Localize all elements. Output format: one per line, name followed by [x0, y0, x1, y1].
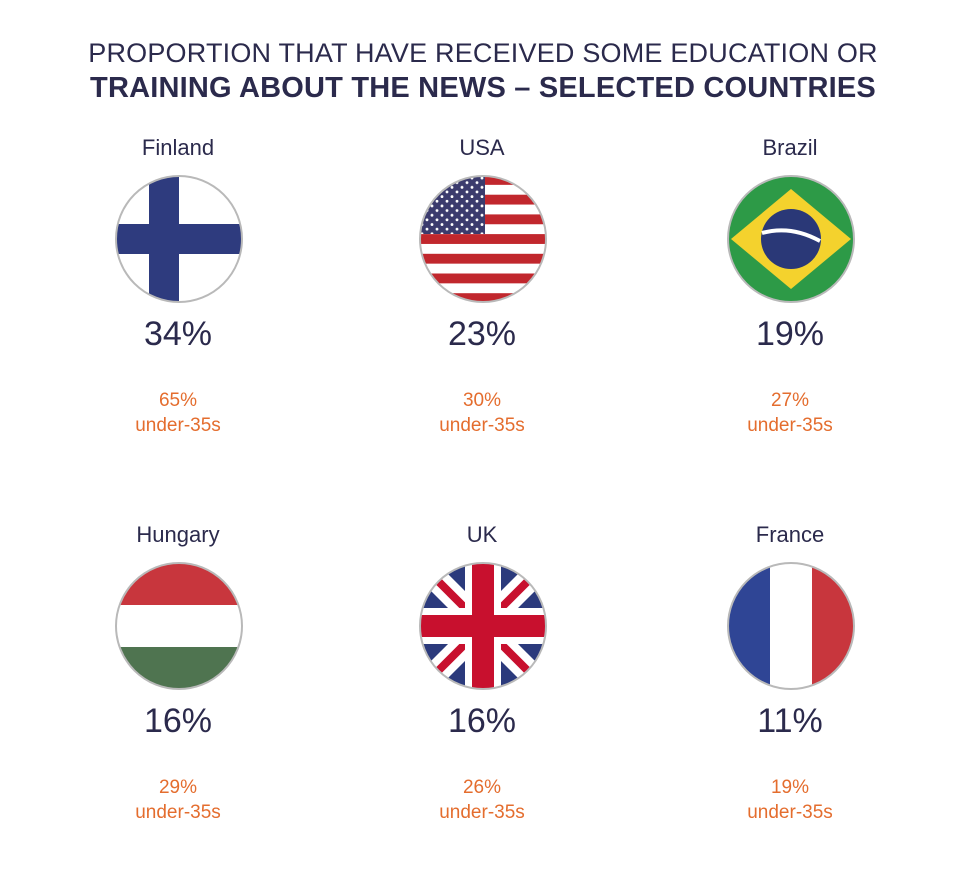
- country-name: Finland: [141, 135, 215, 160]
- country-name: France: [755, 522, 825, 547]
- country-name: UK: [466, 522, 498, 547]
- country-card-brazil: Brazil 19% 27% under-35s: [680, 135, 900, 475]
- percentage-under35: 26%: [462, 777, 502, 798]
- percentage-under35: 19%: [770, 777, 810, 798]
- percentage-all: 19%: [755, 315, 825, 353]
- country-card-finland: Finland 34% 65% under-35s: [68, 135, 288, 475]
- uk-flag-icon: [419, 562, 547, 690]
- country-card-uk: UK 16% 26% under-35s: [372, 522, 592, 862]
- under35-label: under-35s: [747, 415, 833, 436]
- country-card-usa: USA 23%: [372, 135, 592, 475]
- france-flag-icon: [727, 562, 855, 690]
- usa-flag-icon: [419, 175, 547, 303]
- finland-flag-icon: [115, 175, 243, 303]
- percentage-under35: 65%: [158, 390, 198, 411]
- country-name: Brazil: [762, 135, 818, 160]
- under35-label: under-35s: [135, 415, 221, 436]
- under35-label: under-35s: [439, 802, 525, 823]
- percentage-all: 16%: [447, 702, 517, 740]
- percentage-under35: 30%: [462, 390, 502, 411]
- percentage-all: 11%: [757, 702, 823, 740]
- percentage-under35: 29%: [158, 777, 198, 798]
- chart-title-line2: TRAINING ABOUT THE NEWS – SELECTED COUNT…: [90, 72, 876, 104]
- country-card-hungary: Hungary 16% 29% under-35s: [68, 522, 288, 862]
- hungary-flag-icon: [115, 562, 243, 690]
- percentage-under35: 27%: [770, 390, 810, 411]
- under35-label: under-35s: [135, 802, 221, 823]
- percentage-all: 34%: [143, 315, 213, 353]
- under35-label: under-35s: [439, 415, 525, 436]
- brazil-flag-icon: [727, 175, 855, 303]
- chart-title-line1: PROPORTION THAT HAVE RECEIVED SOME EDUCA…: [88, 38, 878, 68]
- percentage-all: 16%: [143, 702, 213, 740]
- country-card-france: France 11% 19% under-35s: [680, 522, 900, 862]
- under35-label: under-35s: [747, 802, 833, 823]
- country-name: Hungary: [136, 522, 220, 547]
- percentage-all: 23%: [447, 315, 517, 353]
- country-name: USA: [459, 135, 505, 160]
